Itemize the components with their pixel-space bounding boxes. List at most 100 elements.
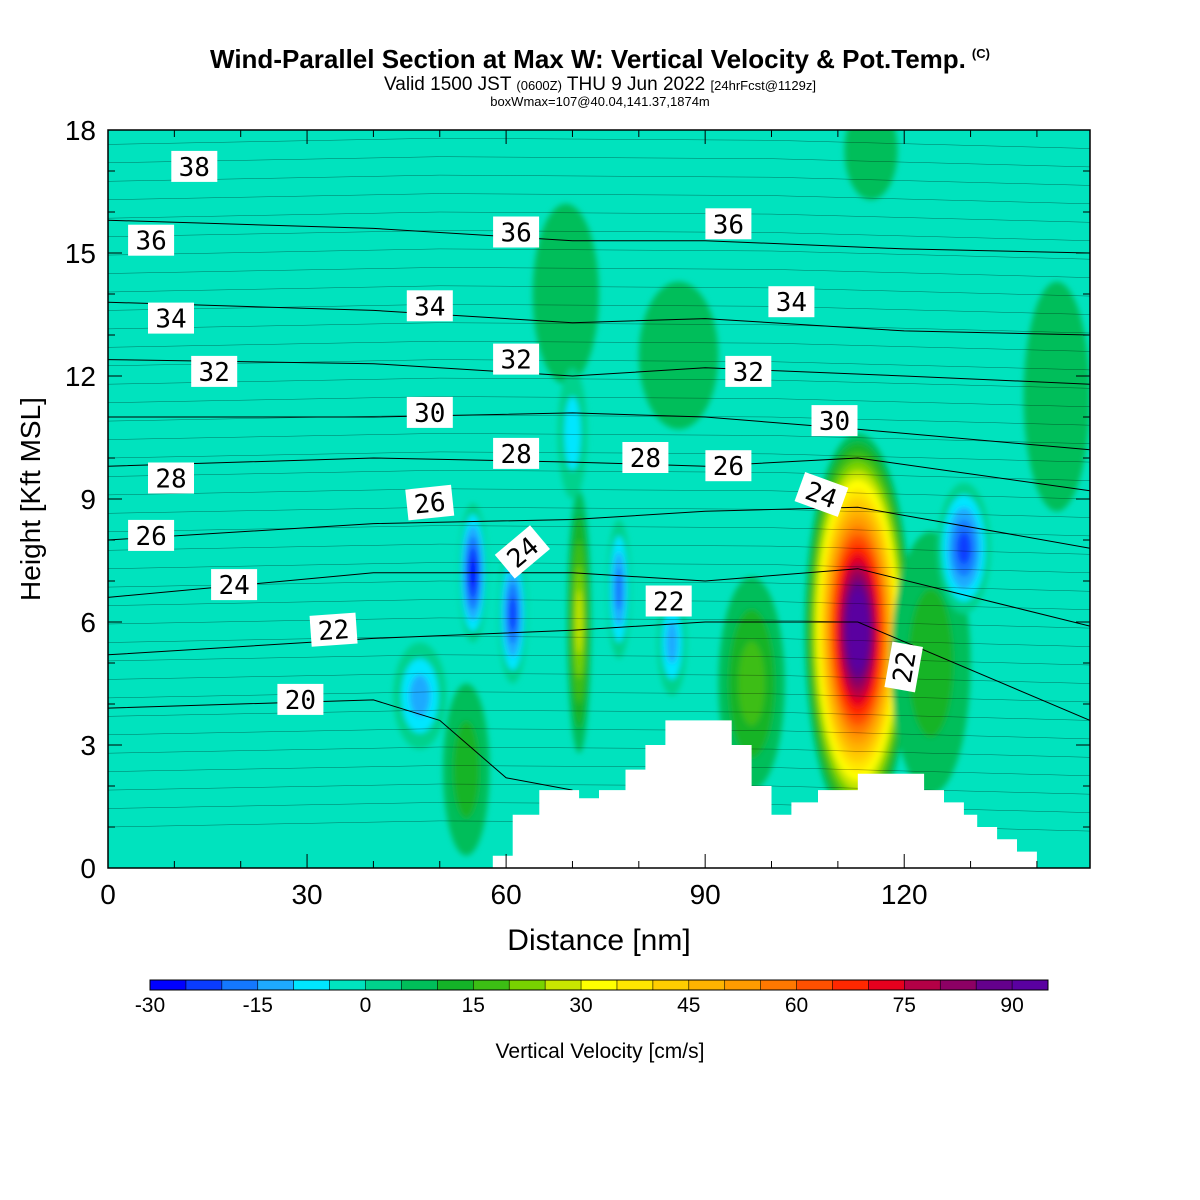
colorbar-swatch (329, 980, 367, 990)
theta-label-group: 34 (768, 286, 815, 318)
theta-label: 34 (155, 305, 186, 335)
colorbar-swatch (401, 980, 438, 990)
theta-label-box (725, 355, 772, 387)
colorbar-tick-label: 60 (785, 994, 808, 1017)
theta-label-box (645, 585, 692, 617)
colorbar-swatch (221, 980, 259, 990)
theta-label-box (768, 286, 815, 318)
theta-isentrope-line (108, 580, 1090, 592)
theta-label: 32 (733, 358, 764, 388)
chart-title: Wind-Parallel Section at Max W: Vertical… (0, 44, 1200, 75)
theta-isentrope-line (108, 285, 1090, 297)
theta-isentrope-line (108, 765, 1090, 777)
theta-label-group: 20 (277, 683, 324, 716)
colorbar-tick-label: 75 (893, 994, 916, 1017)
theta-contour-24 (108, 568, 1090, 627)
theta-isentrope-line (108, 248, 1090, 260)
theta-isentrope-line (108, 322, 1090, 334)
theta-label: 30 (819, 407, 850, 437)
colorbar-frame (149, 979, 1049, 991)
y-tick-label: 0 (80, 853, 96, 884)
theta-isentrope-line (108, 396, 1090, 408)
colorbar-swatch (724, 980, 762, 990)
theta-label: 24 (218, 571, 249, 601)
theta-label-box (705, 208, 752, 240)
w-contour-5-0 (638, 281, 719, 430)
x-axis-label: Distance [nm] (507, 924, 690, 957)
theta-label-box (309, 612, 358, 647)
theta-isentrope-line (108, 470, 1090, 481)
theta-label-group: 30 (406, 396, 453, 429)
colorbar: -30 -15 0 15 30 45 60 75 90 (135, 979, 1049, 1017)
colorbar-swatch (652, 980, 690, 990)
x-tick-label: 30 (291, 879, 322, 910)
theta-isentrope-line (108, 304, 1090, 315)
theta-label: 32 (199, 358, 230, 388)
colorbar-tick-label: 15 (462, 994, 485, 1017)
theta-label-box (128, 224, 175, 256)
y-tick-label: 6 (80, 607, 96, 638)
theta-isentrope-line (108, 451, 1090, 463)
theta-label-group: 22 (309, 612, 358, 647)
theta-label-group: 32 (725, 355, 772, 388)
theta-label-group: 24 (794, 471, 849, 517)
theta-label: 26 (413, 488, 447, 521)
theta-contour-26 (108, 506, 1090, 549)
theta-label-group: 36 (128, 224, 175, 257)
colorbar-swatch (868, 980, 905, 990)
w-contour-14-1 (564, 396, 581, 471)
theta-label-box (622, 442, 669, 473)
w-contour-6-0 (1023, 281, 1090, 512)
theta-isentrope-line (108, 193, 1090, 205)
w-contour-8-0 (844, 130, 898, 200)
theta-isentrope-line (108, 211, 1090, 223)
theta-label: 28 (500, 440, 531, 470)
theta-label: 22 (888, 649, 923, 685)
colorbar-swatch (904, 980, 941, 990)
valid-utc: (0600Z) (516, 78, 562, 93)
theta-label-box (191, 355, 238, 387)
theta-isentrope-line (108, 673, 1090, 684)
w-field-features (393, 130, 1090, 856)
y-tick-label: 12 (65, 361, 96, 392)
w-contour-15-2 (666, 621, 678, 664)
w-contour-13-2 (409, 674, 431, 717)
colorbar-swatch (257, 980, 295, 990)
colorbar-swatch (365, 980, 402, 990)
theta-isentrope-line (108, 691, 1090, 703)
theta-label-group: 38 (171, 150, 218, 183)
theta-label-group: 26 (405, 484, 455, 521)
theta-label-box (884, 641, 923, 693)
y-tick-label: 15 (65, 238, 96, 269)
theta-label-group: 30 (811, 405, 858, 437)
theta-labels: 38 36 34 32 28 26 24 22 20 36 34 32 30 28 26 24 28 22 36 34… (128, 150, 923, 716)
theta-label-box (493, 437, 540, 469)
theta-label-group: 28 (493, 437, 540, 470)
theta-label: 30 (414, 399, 445, 429)
theta-isentrope-line (108, 340, 1090, 352)
theta-label: 36 (135, 227, 166, 257)
w-contour-2-2 (738, 641, 765, 726)
colorbar-tick-label: 90 (1000, 994, 1023, 1017)
colorbar-swatch (473, 980, 510, 990)
colorbar-tick-label: -15 (243, 994, 273, 1017)
theta-isentrope-line (108, 174, 1090, 186)
theta-isentrope-line (108, 414, 1090, 426)
colorbar-swatch (185, 980, 223, 990)
colorbar-swatch (940, 980, 977, 990)
theta-label-group: 26 (128, 519, 175, 552)
theta-isentrope-line (108, 654, 1090, 666)
theta-label-group: 28 (148, 462, 194, 495)
forecast-info: [24hrFcst@1129z] (710, 78, 816, 93)
w-contour-3-1 (453, 720, 480, 819)
theta-label-group: 34 (148, 302, 194, 335)
theta-isentrope-line (108, 746, 1090, 758)
theta-isentrope-line (108, 156, 1090, 168)
colorbar-tick-label: 45 (677, 994, 700, 1017)
w-contour-12-4 (957, 532, 971, 565)
colorbar-swatch (293, 980, 331, 990)
theta-label-group: 36 (493, 216, 540, 249)
theta-label-box (277, 683, 324, 715)
w-contour-1-4 (576, 589, 583, 655)
